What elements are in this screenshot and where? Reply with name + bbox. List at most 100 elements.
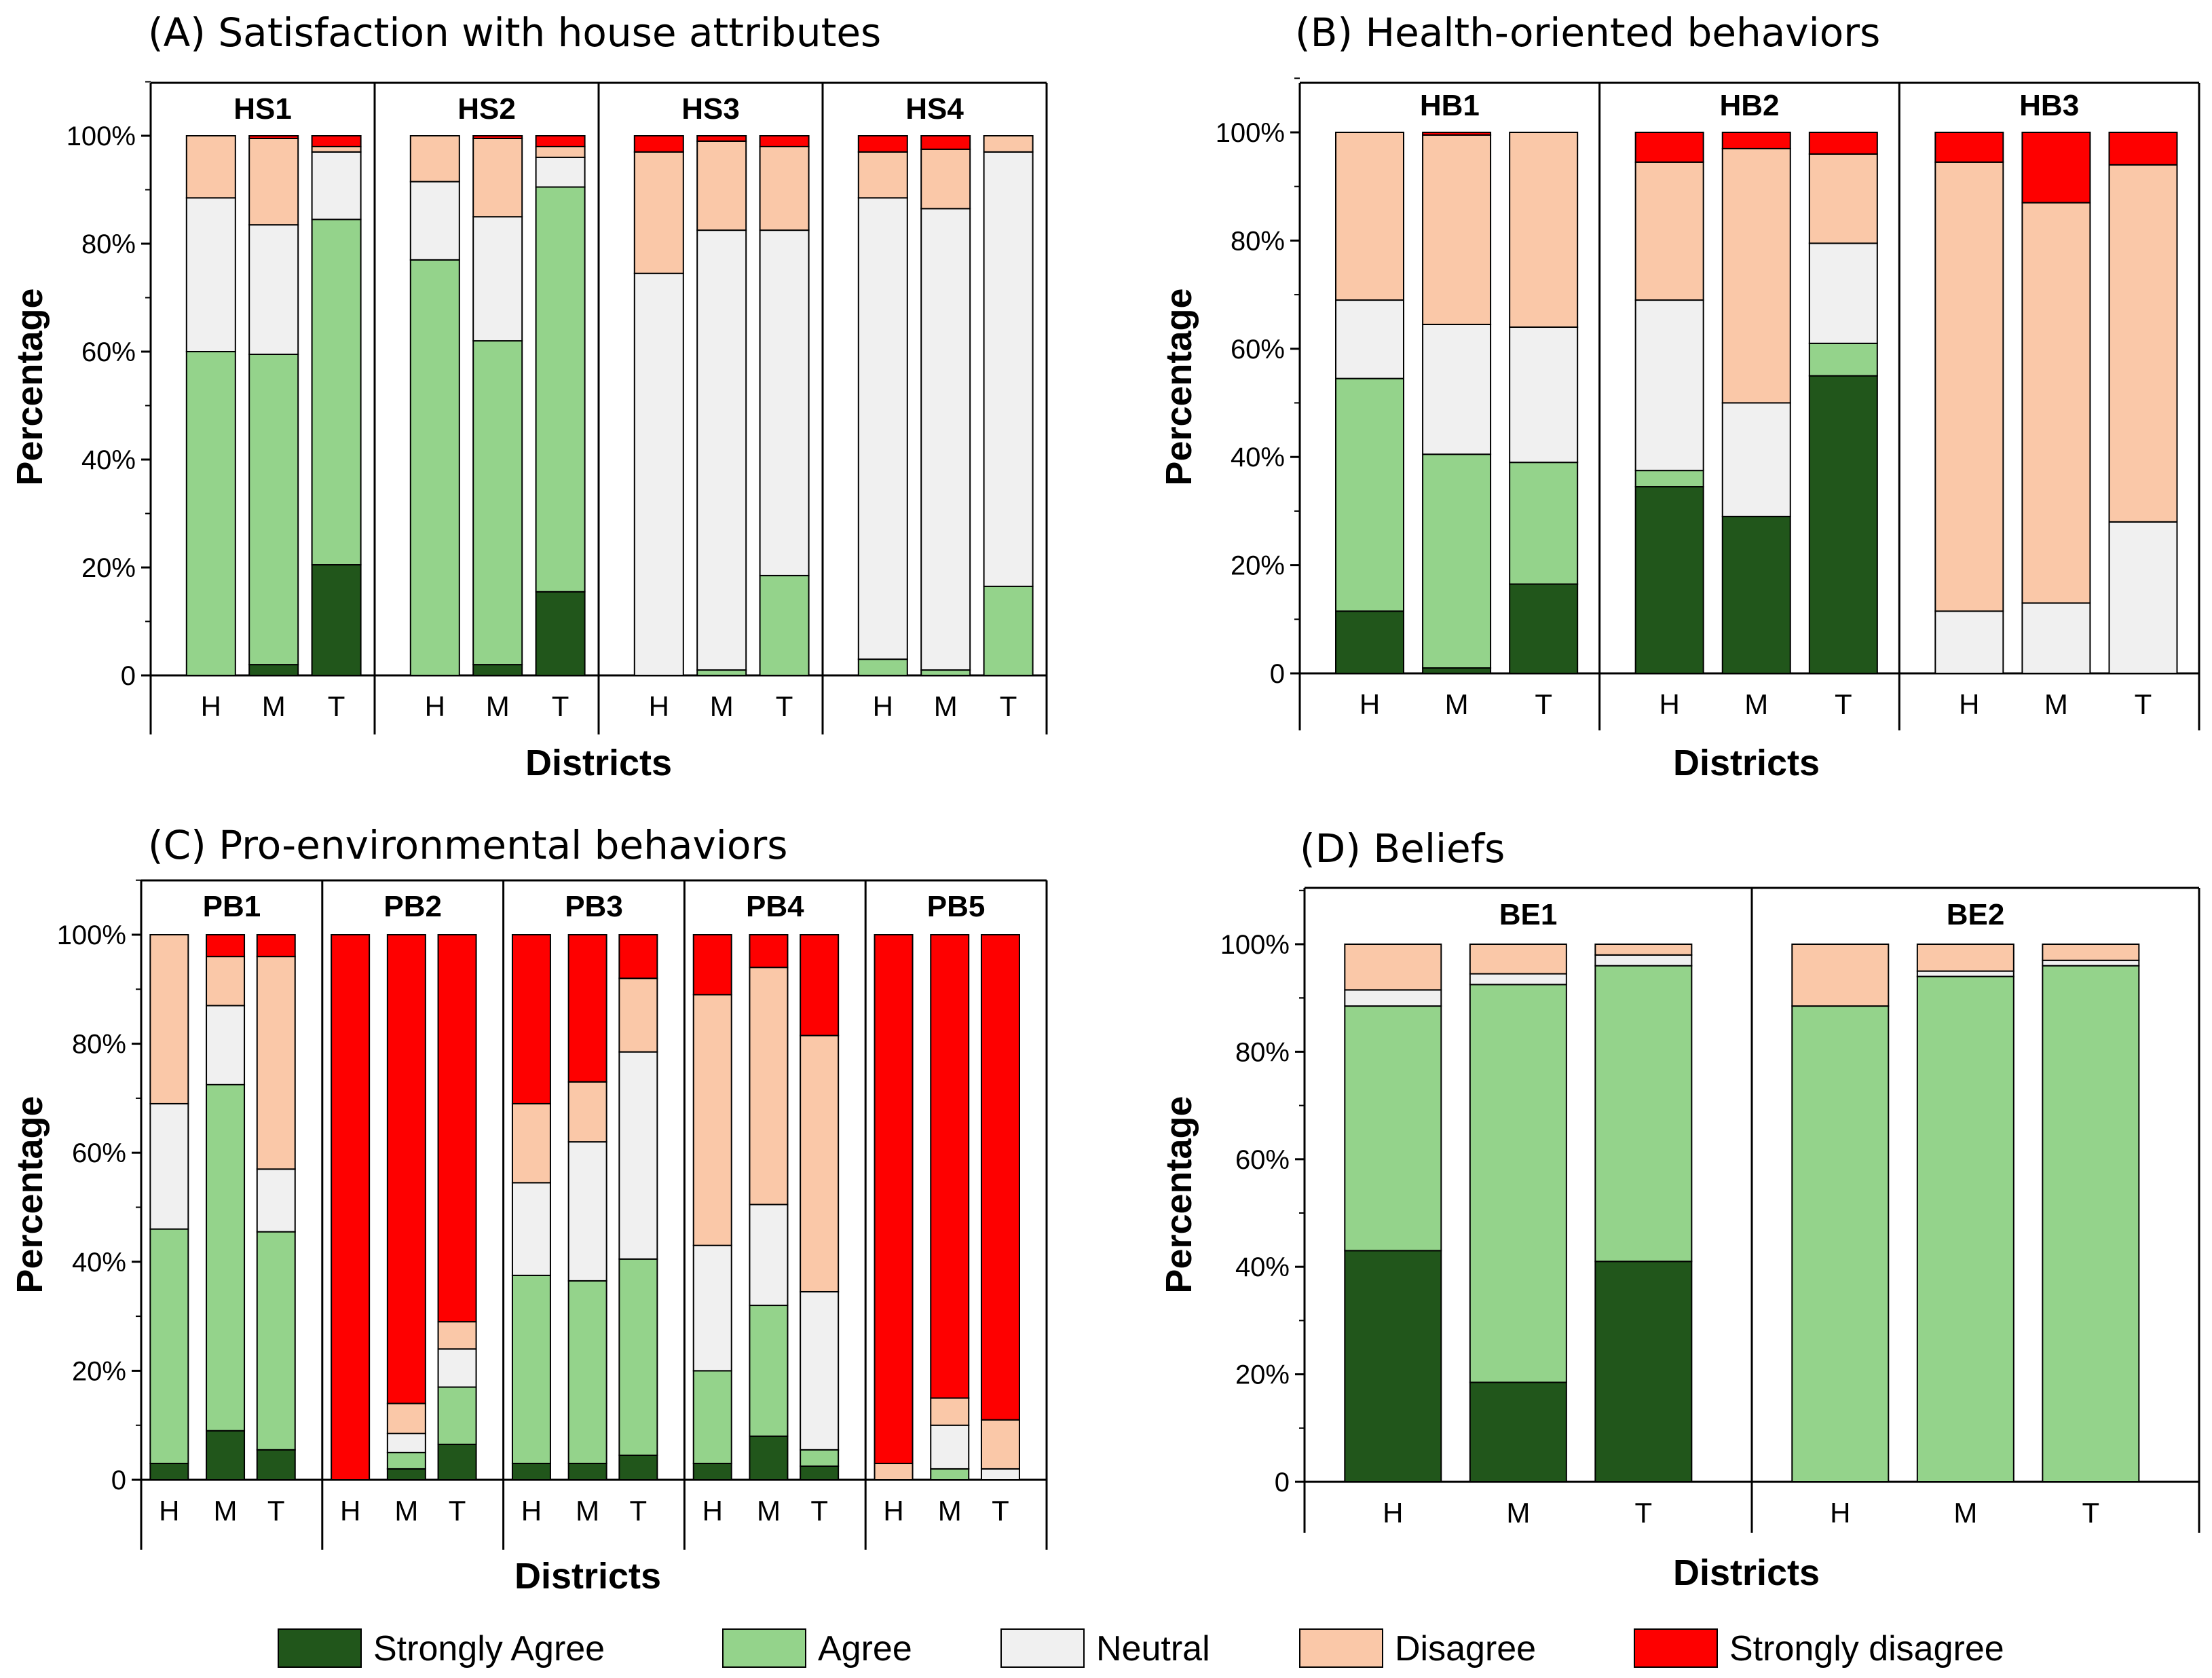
x-category-label: T bbox=[1635, 1497, 1653, 1529]
x-category-label: H bbox=[159, 1495, 179, 1527]
bar-segment-pb4-m-4 bbox=[749, 934, 789, 969]
bar-segment-hb3-t-2 bbox=[2108, 521, 2178, 675]
bar-segment-hb1-h-0 bbox=[1335, 610, 1404, 674]
x-category-label: M bbox=[2044, 688, 2068, 720]
bar-segment-pb3-t-4 bbox=[618, 934, 658, 980]
group-label-hs1: HS1 bbox=[233, 92, 292, 126]
bar-segment-hb2-h-4 bbox=[1634, 132, 1704, 163]
x-category-label: T bbox=[2082, 1497, 2100, 1529]
y-tick-label: 40% bbox=[1231, 443, 1285, 472]
bar-segment-hb1-h-2 bbox=[1335, 299, 1404, 379]
y-tick-label: 60% bbox=[1235, 1145, 1290, 1175]
legend-swatch bbox=[722, 1628, 806, 1668]
y-tick-label: 100% bbox=[1220, 930, 1290, 960]
legend-swatch bbox=[1000, 1628, 1085, 1668]
bar-segment-hs4-h-2 bbox=[857, 197, 908, 660]
bar-segment-hs2-t-1 bbox=[535, 186, 586, 593]
bar-segment-hb1-h-3 bbox=[1335, 132, 1404, 301]
panel-title: (D) Beliefs bbox=[1300, 825, 1505, 872]
bar-segment-hb2-h-1 bbox=[1634, 470, 1704, 488]
bar-segment-hs4-m-4 bbox=[920, 135, 971, 150]
bar-segment-pb4-m-0 bbox=[749, 1435, 789, 1481]
bar-segment-pb4-h-4 bbox=[692, 934, 732, 996]
bar-segment-hs4-h-1 bbox=[857, 658, 908, 677]
bar-segment-pb5-h-3 bbox=[874, 1462, 914, 1480]
bar-segment-pb1-h-2 bbox=[149, 1102, 189, 1230]
bar-segment-pb3-m-3 bbox=[567, 1081, 607, 1143]
bar-segment-be1-m-2 bbox=[1469, 973, 1567, 986]
bar-segment-hs4-h-3 bbox=[857, 151, 908, 199]
bar-segment-pb4-h-1 bbox=[692, 1370, 732, 1464]
bar-segment-hs3-h-4 bbox=[633, 135, 684, 153]
bar-segment-pb2-m-0 bbox=[386, 1468, 426, 1480]
bar-segment-pb4-t-0 bbox=[800, 1465, 840, 1481]
bar-segment-hs3-m-2 bbox=[696, 229, 747, 671]
bar-segment-be1-m-1 bbox=[1469, 984, 1567, 1383]
bar-segment-be2-m-1 bbox=[1916, 975, 2014, 1483]
x-category-label: H bbox=[873, 690, 893, 722]
group-label-pb3: PB3 bbox=[565, 890, 623, 923]
bar-segment-pb5-m-2 bbox=[930, 1424, 970, 1470]
x-category-label: H bbox=[1383, 1497, 1403, 1529]
bar-segment-hb1-m-0 bbox=[1422, 667, 1492, 675]
x-category-label: T bbox=[1835, 688, 1852, 720]
bar-segment-pb3-h-3 bbox=[511, 1102, 551, 1184]
y-tick-label: 40% bbox=[72, 1248, 126, 1278]
bar-segment-pb4-m-2 bbox=[749, 1204, 789, 1307]
y-tick-label: 60% bbox=[1231, 335, 1285, 365]
legend-swatch bbox=[1299, 1628, 1383, 1668]
x-category-label: M bbox=[1953, 1497, 1977, 1529]
bar-segment-pb4-t-4 bbox=[800, 934, 840, 1037]
y-tick-label: 40% bbox=[1235, 1252, 1290, 1282]
y-axis-title: Percentage bbox=[1159, 288, 1199, 485]
bar-segment-pb3-m-2 bbox=[567, 1141, 607, 1282]
group-label-hb1: HB1 bbox=[1420, 89, 1480, 122]
bar-segment-hb2-h-0 bbox=[1634, 486, 1704, 674]
bar-segment-pb4-m-3 bbox=[749, 967, 789, 1206]
y-tick-label: 40% bbox=[81, 445, 136, 475]
bar-segment-pb1-t-0 bbox=[256, 1449, 296, 1480]
x-category-label: M bbox=[1744, 688, 1768, 720]
bar-segment-pb3-t-3 bbox=[618, 977, 658, 1053]
bar-segment-hs1-m-2 bbox=[248, 224, 299, 355]
x-category-label: H bbox=[1659, 688, 1679, 720]
bar-segment-hs1-t-3 bbox=[311, 145, 362, 153]
bar-segment-hs3-m-4 bbox=[696, 135, 747, 142]
group-label-hs3: HS3 bbox=[681, 92, 740, 126]
bar-segment-pb3-m-1 bbox=[567, 1280, 607, 1464]
legend-label: Strongly disagree bbox=[1729, 1629, 2004, 1668]
bar-segment-pb3-t-1 bbox=[618, 1258, 658, 1456]
y-tick-label: 80% bbox=[1231, 226, 1285, 256]
bar-segment-hs1-t-4 bbox=[311, 135, 362, 147]
bar-segment-hs2-t-3 bbox=[535, 145, 586, 158]
bar-segment-be1-h-2 bbox=[1344, 989, 1442, 1007]
chart-panel-3: (D) Beliefs 0 20% 40% 60% 80% 100% Percentage Di… bbox=[1159, 825, 2200, 1593]
bar-segment-hs2-h-2 bbox=[409, 181, 460, 261]
y-tick-label: 0 bbox=[1270, 659, 1285, 689]
x-category-label: H bbox=[649, 690, 669, 722]
x-category-label: T bbox=[810, 1495, 828, 1527]
bar-segment-hb2-m-3 bbox=[1721, 147, 1791, 404]
bar-segment-hb3-h-4 bbox=[1934, 132, 2004, 163]
y-tick-label: 20% bbox=[81, 553, 136, 583]
x-category-label: T bbox=[449, 1495, 466, 1527]
x-category-label: M bbox=[214, 1495, 238, 1527]
bar-segment-hs1-m-0 bbox=[248, 664, 299, 676]
y-tick-label: 60% bbox=[81, 337, 136, 367]
group-label-hs4: HS4 bbox=[905, 92, 964, 126]
legend-swatch bbox=[1634, 1628, 1718, 1668]
bar-segment-hb1-m-4 bbox=[1422, 132, 1492, 136]
bar-segment-pb1-m-0 bbox=[206, 1430, 246, 1480]
bar-segment-pb5-m-1 bbox=[930, 1468, 970, 1480]
y-tick-label: 100% bbox=[1216, 118, 1285, 148]
bar-segment-pb1-h-1 bbox=[149, 1228, 189, 1464]
y-tick-label: 20% bbox=[72, 1356, 126, 1386]
x-category-label: M bbox=[486, 690, 510, 722]
bar-segment-hs4-m-1 bbox=[920, 669, 971, 676]
bar-segment-hs3-t-4 bbox=[759, 135, 810, 147]
x-category-label: M bbox=[710, 690, 734, 722]
bar-segment-hb1-m-1 bbox=[1422, 453, 1492, 669]
bar-segment-pb1-m-3 bbox=[206, 956, 246, 1007]
bar-segment-be1-t-1 bbox=[1594, 965, 1693, 1263]
y-axis-title: Percentage bbox=[1159, 1096, 1199, 1293]
